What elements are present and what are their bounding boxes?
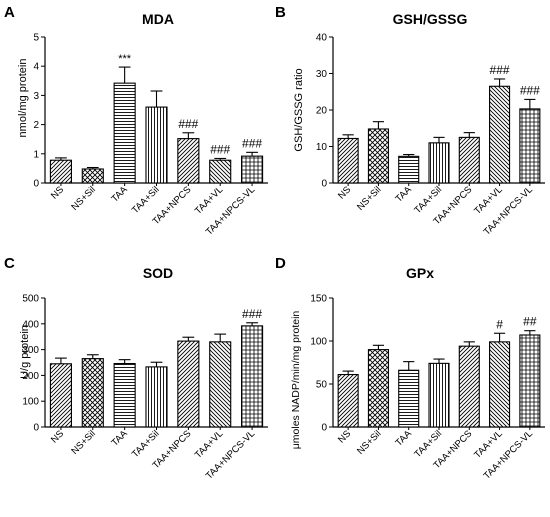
bar [209,341,232,428]
bar [145,106,168,184]
bar [145,366,168,428]
bar [398,369,420,428]
bar [49,159,72,184]
bar [458,136,480,184]
y-tick-label: 40 [316,33,328,44]
x-tick-label: NS+Sil [355,428,384,457]
bar [367,128,389,184]
y-tick-label: 500 [22,294,39,305]
significance-label: ## [523,315,537,329]
bar [241,155,264,184]
x-tick-label: NS [49,428,66,445]
y-tick-label: 4 [33,62,39,73]
bar [209,159,232,184]
y-tick-label: 2 [33,120,39,131]
x-tick-label: NS [336,428,353,445]
x-tick-label: NS [49,184,66,201]
bar [458,345,480,428]
x-tick-label: NS+Sil [69,184,98,213]
panel-letter: B [275,4,286,21]
y-axis-label: U/g protein [19,325,31,379]
bar [428,362,450,428]
bar [519,334,541,428]
y-tick-label: 100 [22,397,39,408]
panel-gsh-gssg: B GSH/GSSG GSH/GSSG ratio 0 10 20 30 40 NS NS+… [275,4,545,238]
chart-title: GSH/GSSG [393,11,468,27]
y-tick-label: 50 [316,380,328,391]
y-axis-label: nmol/mg protein [17,59,29,138]
x-tick-label: NS+Sil [355,184,384,213]
significance-label: ### [242,307,262,321]
bar [81,358,104,428]
bar [49,363,72,428]
y-tick-label: 3 [33,91,39,102]
bar [113,82,136,184]
y-tick-label: 100 [310,337,327,348]
panel-gpx: D GPx μmoles NADP/min/mg protein 0 50 100 1… [275,255,545,482]
chart-title: SOD [143,265,173,281]
bar [113,362,136,428]
bar [489,85,511,184]
y-axis-label: μmoles NADP/min/mg protein [290,311,302,450]
x-tick-label: TAA [393,184,414,205]
y-tick-label: 5 [33,33,39,44]
y-tick-label: 0 [321,179,327,190]
y-tick-label: 0 [33,179,39,190]
bar [81,168,104,184]
y-tick-label: 10 [316,142,328,153]
chart-title: MDA [142,11,174,27]
panel-mda: A MDA nmol/mg protein 0 1 2 3 4 5 NS NS+Sil *** T… [4,4,268,238]
y-axis-label: GSH/GSSG ratio [293,68,305,151]
y-tick-label: 0 [321,423,327,434]
x-tick-label: TAA [109,184,130,205]
bar [337,137,359,184]
significance-label: # [496,317,503,331]
y-tick-label: 200 [22,371,39,382]
bar [177,340,200,428]
bar [428,142,450,184]
y-tick-label: 150 [310,294,327,305]
significance-label: ### [210,142,230,156]
significance-label: ### [520,83,540,97]
x-tick-label: TAA+Sil [130,184,162,216]
x-tick-label: TAA+Sil [130,428,162,460]
bar [177,138,200,184]
y-tick-label: 1 [33,149,39,160]
x-tick-label: NS [336,184,353,201]
bar [398,155,420,184]
significance-label: ### [490,63,510,77]
panel-letter: C [4,255,15,272]
bar [519,108,541,184]
significance-label: ### [242,136,262,150]
y-tick-label: 300 [22,345,39,356]
x-tick-label: TAA [393,428,414,449]
panel-sod: C SOD U/g protein 0 100 200 300 400 500 NS NS+S… [4,255,268,482]
significance-label: ### [178,117,198,131]
y-tick-label: 0 [33,423,39,434]
panel-letter: D [275,255,286,272]
x-tick-label: NS+Sil [69,428,98,457]
bar [337,373,359,428]
panel-letter: A [4,4,15,21]
y-tick-label: 20 [316,106,328,117]
significance-label: *** [118,53,132,65]
bar [489,341,511,428]
chart-title: GPx [406,265,434,281]
x-tick-label: TAA [109,428,130,449]
bar [241,325,264,428]
y-tick-label: 400 [22,319,39,330]
y-tick-label: 30 [316,69,328,80]
bar [367,349,389,428]
